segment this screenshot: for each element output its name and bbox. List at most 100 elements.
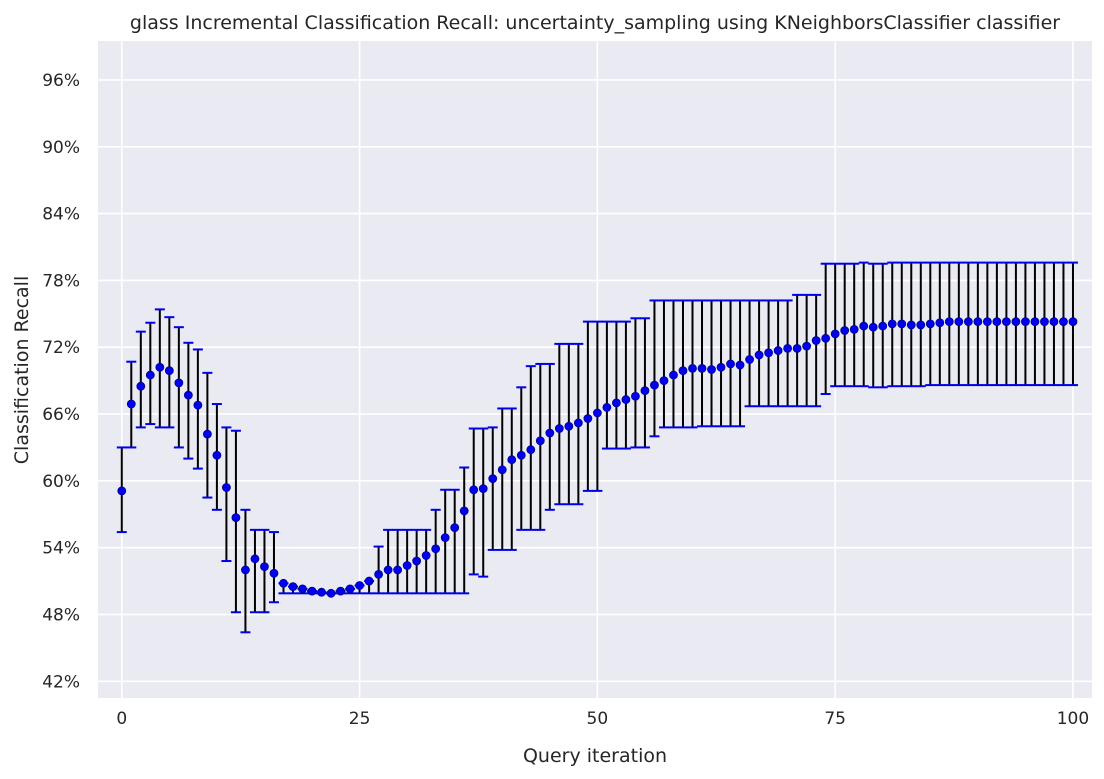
- error-bar: [649, 299, 660, 438]
- data-point: [469, 485, 479, 495]
- x-tick-label: 25: [349, 709, 371, 729]
- error-bar: [830, 262, 841, 388]
- data-point: [1040, 317, 1049, 327]
- y-tick-label: 84%: [42, 205, 80, 225]
- data-point: [754, 350, 764, 360]
- data-point: [773, 346, 783, 355]
- data-point: [250, 554, 260, 564]
- data-point: [459, 506, 469, 516]
- y-tick-label: 42%: [42, 672, 80, 692]
- data-point: [155, 362, 165, 372]
- data-point: [402, 561, 412, 570]
- data-point: [288, 582, 298, 592]
- data-point: [688, 363, 697, 373]
- data-point: [231, 513, 241, 523]
- error-bar: [506, 407, 517, 551]
- data-point: [583, 414, 593, 423]
- data-point: [535, 436, 545, 446]
- error-bar: [592, 320, 603, 492]
- data-point: [431, 544, 441, 554]
- y-tick-label: 60%: [42, 472, 80, 492]
- data-point: [355, 581, 364, 590]
- data-point: [145, 370, 155, 380]
- data-point: [887, 319, 897, 329]
- data-point: [592, 408, 602, 418]
- error-bar: [221, 426, 232, 563]
- data-point: [859, 321, 869, 331]
- data-point: [1059, 317, 1068, 327]
- error-bar: [744, 299, 755, 408]
- data-point: [1021, 317, 1030, 327]
- error-bar: [801, 293, 812, 408]
- error-bar: [611, 320, 622, 450]
- data-point: [497, 465, 507, 475]
- y-axis-label: Classification Recall: [11, 276, 33, 464]
- data-point: [564, 421, 574, 431]
- data-point: [393, 565, 403, 575]
- error-bar: [677, 299, 688, 429]
- data-point: [878, 321, 888, 331]
- data-point: [840, 326, 850, 335]
- error-bar: [697, 299, 708, 428]
- data-point: [554, 424, 564, 433]
- data-point: [925, 319, 935, 329]
- data-point: [260, 562, 269, 571]
- error-bar: [268, 531, 279, 604]
- data-point: [326, 588, 336, 598]
- data-point: [906, 320, 916, 330]
- data-point: [516, 450, 526, 460]
- data-point: [640, 386, 650, 396]
- data-point: [412, 556, 422, 566]
- data-point: [126, 399, 136, 409]
- data-point: [336, 586, 345, 596]
- data-point: [1030, 317, 1040, 327]
- data-point: [973, 317, 983, 327]
- x-tick-label: 100: [1057, 709, 1089, 729]
- error-bar: [421, 528, 432, 595]
- data-point: [897, 319, 907, 329]
- y-tick-label: 96%: [42, 71, 80, 91]
- data-point: [669, 370, 678, 380]
- data-point: [944, 317, 954, 327]
- data-point: [174, 378, 184, 388]
- x-tick-label: 50: [587, 709, 609, 729]
- data-point: [783, 343, 793, 353]
- data-point: [631, 391, 640, 401]
- data-point: [830, 329, 840, 339]
- data-point: [792, 343, 802, 353]
- data-point: [269, 568, 279, 578]
- data-point: [440, 533, 450, 543]
- error-bar: [601, 320, 612, 450]
- data-point: [307, 586, 317, 596]
- data-point: [745, 355, 754, 364]
- data-point: [193, 400, 203, 410]
- error-bar: [706, 299, 717, 428]
- data-point: [697, 363, 707, 373]
- data-point: [450, 523, 460, 533]
- data-point: [602, 402, 612, 412]
- error-bar: [259, 528, 270, 614]
- data-point: [1049, 317, 1059, 327]
- data-point: [212, 450, 222, 460]
- tick-labels: 0 25 50 75 100 42% 48% 54% 60% 66% 72% 78% 84% 90% 96%: [42, 71, 1089, 729]
- data-point: [164, 366, 174, 376]
- data-point: [298, 584, 307, 594]
- x-tick-label: 0: [116, 709, 127, 729]
- data-point: [802, 341, 812, 351]
- data-point: [764, 348, 773, 358]
- data-point: [811, 336, 821, 345]
- data-point: [916, 320, 926, 330]
- data-point: [183, 390, 193, 400]
- error-bar: [782, 299, 793, 408]
- x-tick-label: 75: [824, 709, 846, 729]
- error-bar: [373, 545, 384, 595]
- error-bar: [497, 407, 508, 551]
- error-bar: [620, 320, 631, 450]
- error-bar: [630, 317, 641, 449]
- error-bar: [449, 488, 460, 595]
- error-bar: [173, 326, 184, 449]
- data-point: [821, 333, 831, 343]
- data-point: [735, 360, 745, 370]
- error-bar: [487, 426, 498, 551]
